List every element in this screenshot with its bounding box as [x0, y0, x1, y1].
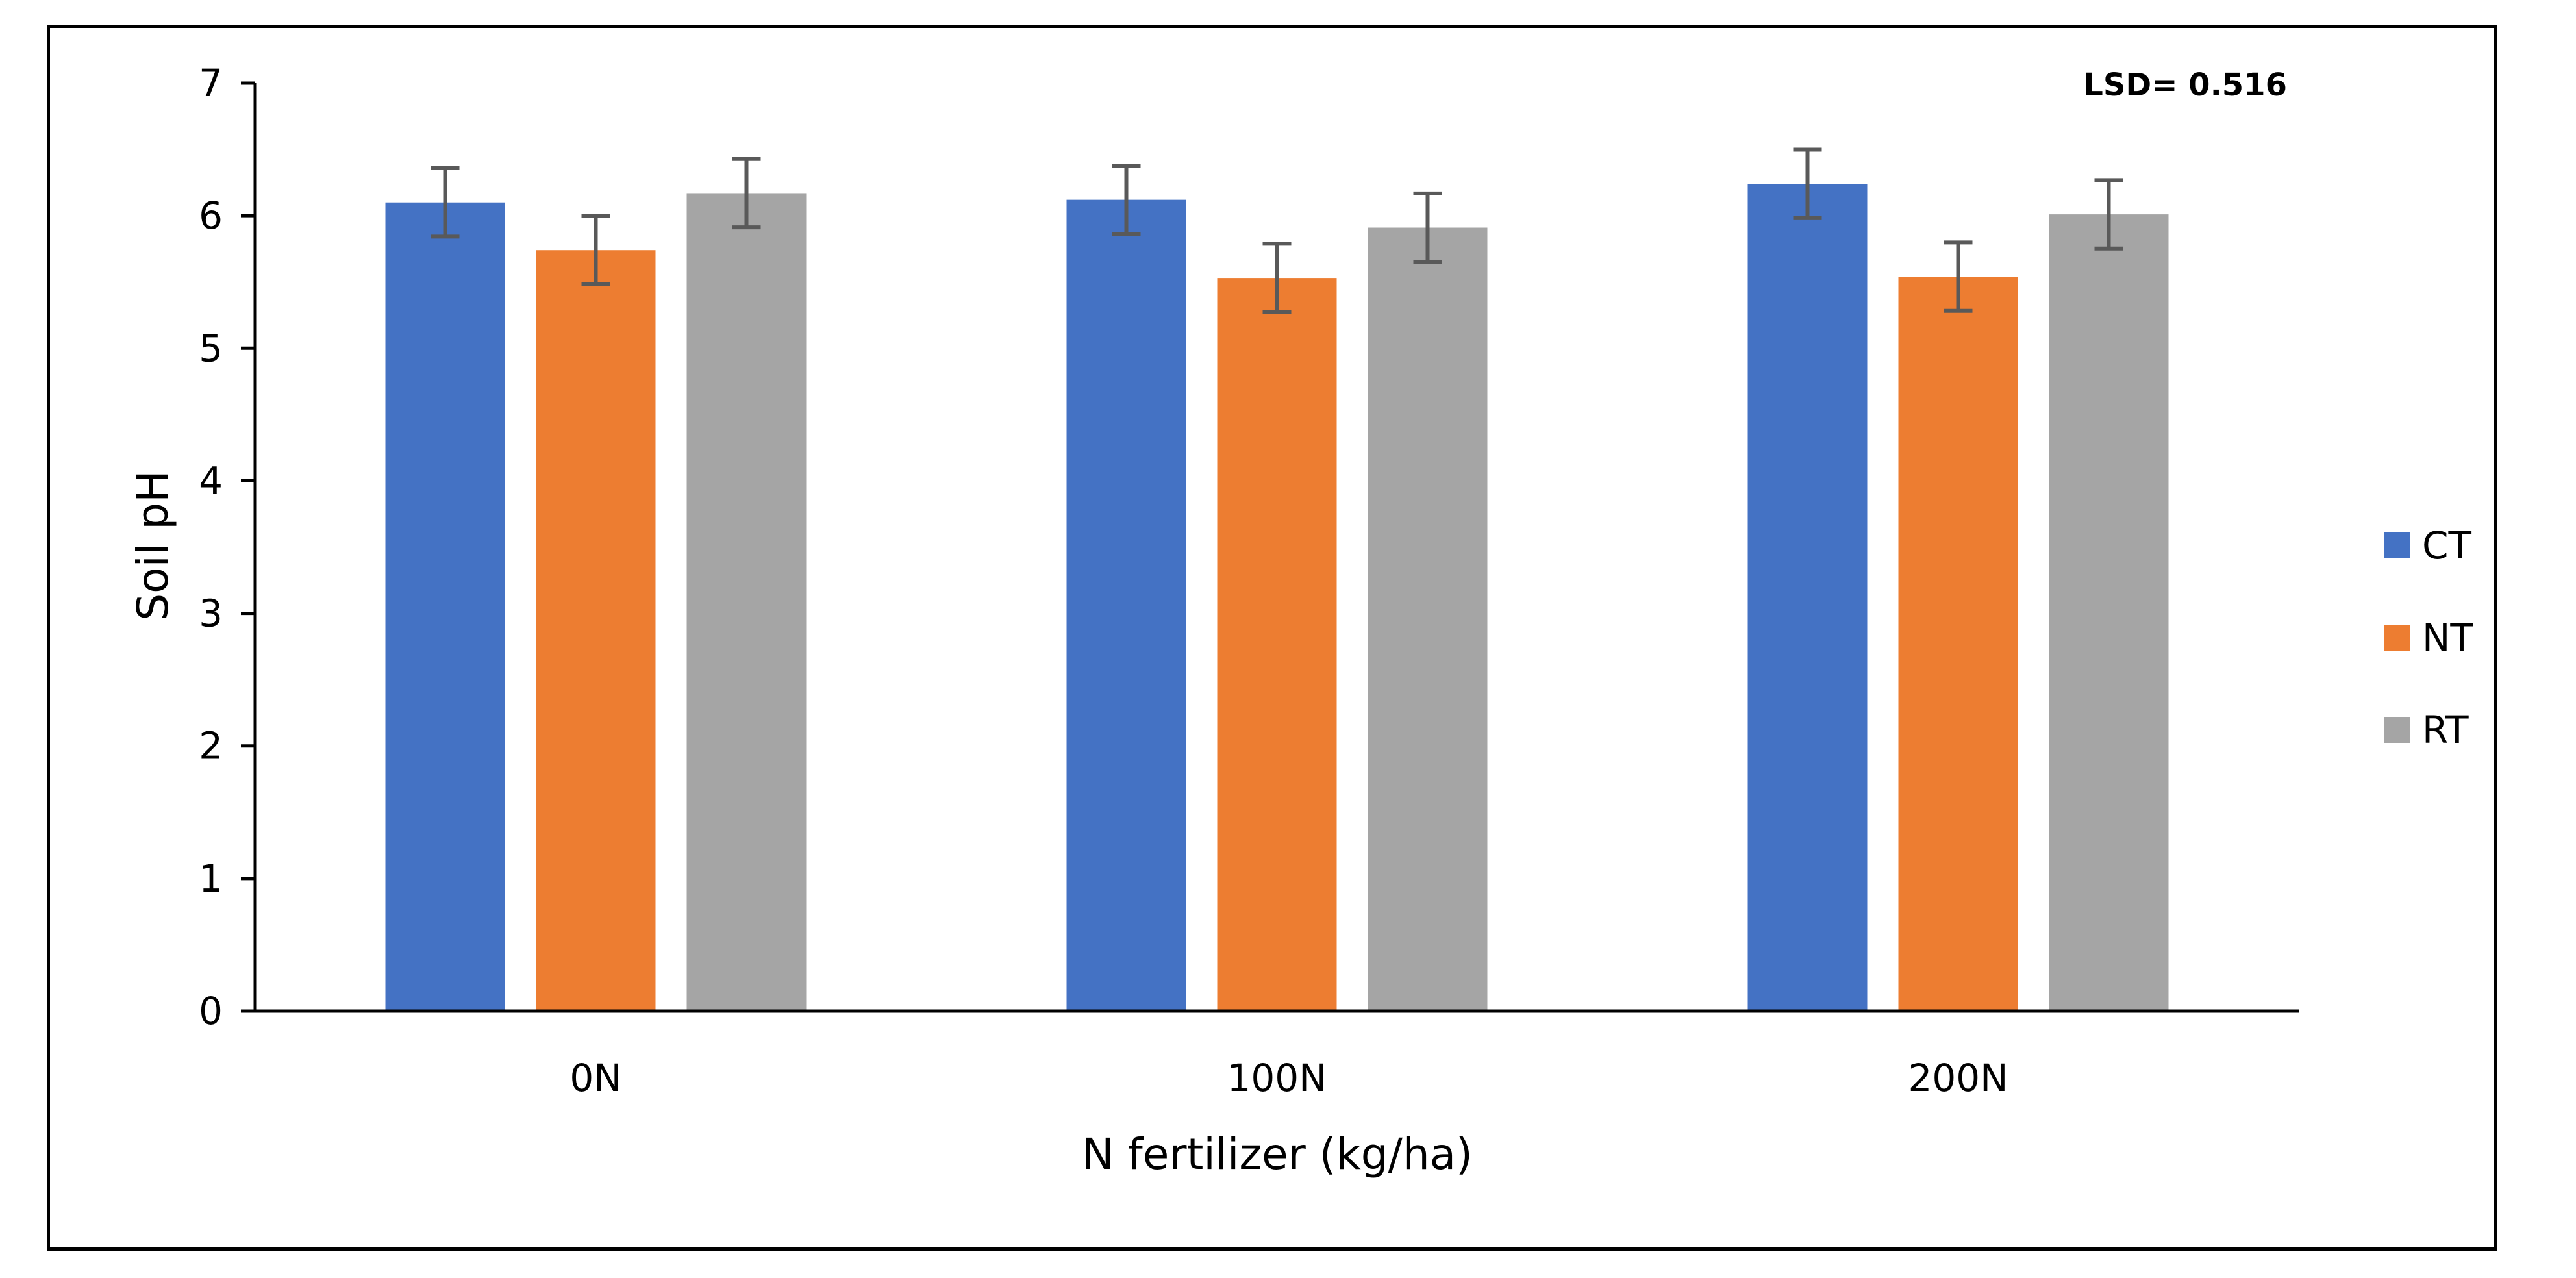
bars-layer — [385, 184, 2169, 1012]
lsd-annotation: LSD= 0.516 — [2083, 67, 2287, 103]
axes-layer — [253, 83, 2299, 1013]
x-category-label: 0N — [569, 1056, 621, 1100]
bar-rt-100n — [1368, 227, 1488, 1011]
legend-label-rt: RT — [2422, 708, 2469, 752]
y-tick-label: 1 — [199, 857, 223, 901]
legend-label-nt: NT — [2422, 616, 2473, 660]
legend-swatch-rt — [2384, 717, 2410, 743]
y-tick-label: 5 — [199, 326, 223, 370]
legend-label-ct: CT — [2422, 523, 2471, 568]
error-bars-layer — [431, 147, 2123, 314]
y-ticks-layer: 0 1 2 3 4 5 6 7 — [199, 61, 255, 1033]
bar-nt-200n — [1898, 277, 2018, 1011]
bar-rt-0n — [686, 193, 807, 1011]
x-category-label: 200N — [1908, 1056, 2008, 1100]
y-tick-label: 2 — [199, 724, 223, 768]
bar-nt-0n — [536, 250, 656, 1012]
x-axis-title: N fertilizer (kg/ha) — [1082, 1129, 1473, 1179]
bar-nt-100n — [1217, 278, 1337, 1012]
legend-swatch-ct — [2384, 532, 2410, 558]
bar-ct-0n — [385, 202, 505, 1012]
y-tick-label: 4 — [199, 458, 223, 503]
y-tick-label: 3 — [199, 592, 223, 636]
legend: CT NT RT — [2384, 523, 2473, 752]
y-tick-label: 0 — [199, 989, 223, 1033]
x-categories-layer: 0N 100N 200N — [569, 1056, 2008, 1100]
y-tick-label: 7 — [199, 61, 223, 105]
legend-swatch-nt — [2384, 625, 2410, 651]
bar-ct-100n — [1066, 199, 1186, 1011]
y-tick-label: 6 — [199, 194, 223, 238]
y-axis-title: Soil pH — [128, 470, 178, 620]
x-category-label: 100N — [1227, 1056, 1327, 1100]
bar-ct-200n — [1747, 184, 1868, 1011]
bar-rt-200n — [2049, 214, 2169, 1011]
